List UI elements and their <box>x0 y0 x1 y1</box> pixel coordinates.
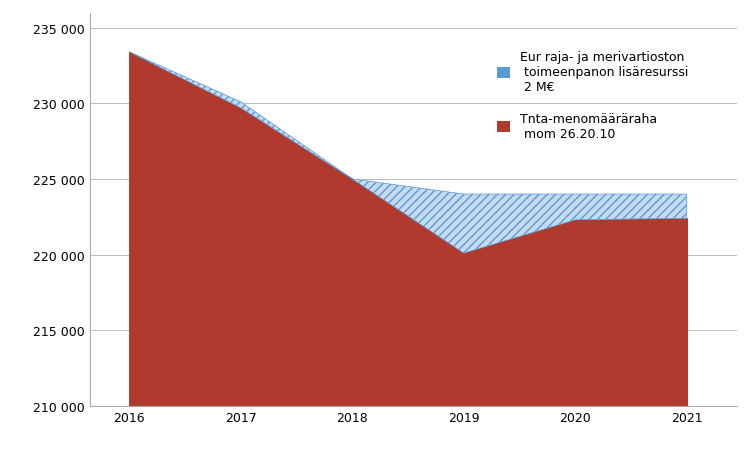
Legend: Eur raja- ja merivartioston
 toimeenpanon lisäresurssi
 2 M€, Tnta-menomääräraha: Eur raja- ja merivartioston toimeenpanon… <box>498 51 688 141</box>
